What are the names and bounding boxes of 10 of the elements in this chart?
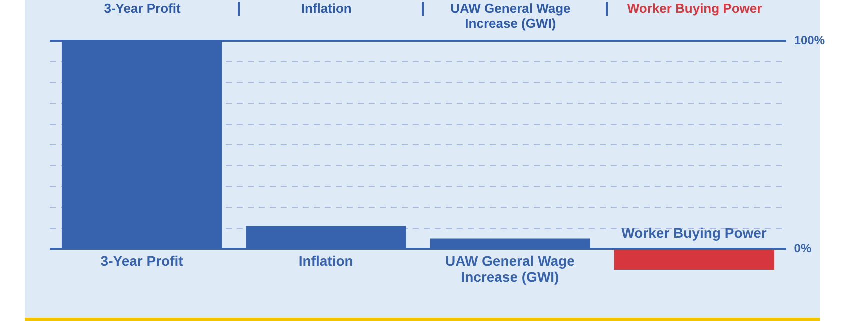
text: 3-Year Profit [103,1,182,16]
bar [614,250,774,270]
text: Worker Buying Power [626,1,764,16]
x-tick-label: UAW General Wage Increase (GWI) [445,253,576,286]
text: UAW General Wage Increase (GWI) [450,1,572,31]
text: Inflation [300,1,353,16]
y-tick-label: 0% [794,241,812,256]
x-tick-label: Inflation [298,253,354,270]
y-tick-label: 100% [794,33,826,48]
x-tick-label: 3-Year Profit [100,253,184,270]
